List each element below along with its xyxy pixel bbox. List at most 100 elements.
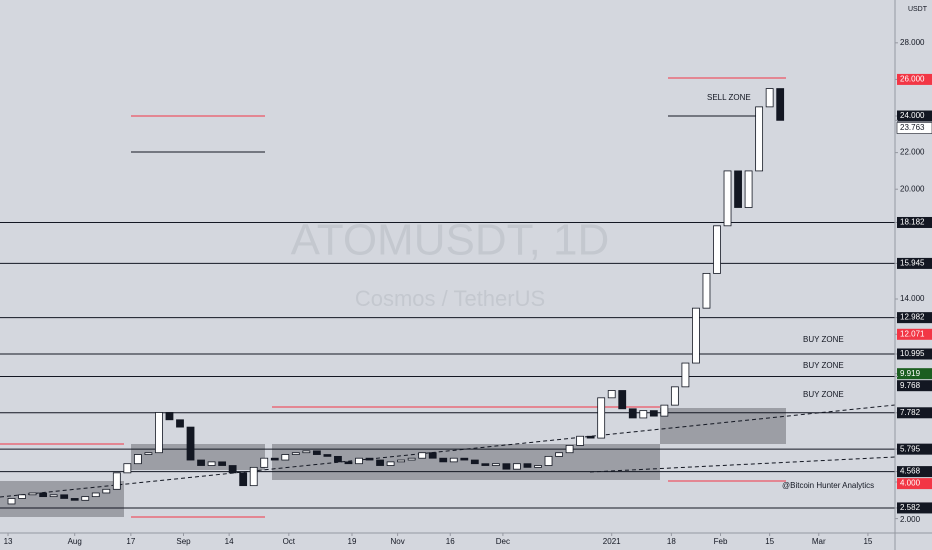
x-tick-label: 18 (667, 537, 676, 546)
candle (102, 488, 111, 494)
candle (144, 452, 153, 455)
candle (418, 452, 427, 459)
x-tick-label: 19 (348, 537, 357, 546)
candle (576, 435, 585, 446)
candle (534, 465, 542, 468)
candle (60, 494, 69, 499)
y-axis-panel (895, 0, 932, 550)
annotation: BUY ZONE (803, 361, 844, 370)
y-tick-label: 22.000 (900, 148, 925, 157)
y-tick-label: 28.000 (900, 38, 925, 47)
y-tick-label: 9.768 (900, 381, 921, 390)
x-tick-label: Dec (496, 537, 510, 546)
y-tick-badge (897, 407, 932, 419)
y-tick-label: 12.982 (900, 313, 925, 322)
candle (607, 390, 616, 399)
candle (18, 494, 26, 499)
candle (744, 170, 753, 208)
candle (302, 450, 311, 454)
y-tick-badge (897, 348, 932, 360)
annotation: @Bitcoin Hunter Analytics (782, 481, 874, 490)
candle (449, 457, 458, 463)
y-tick-label: 18.182 (900, 218, 925, 227)
y-tick-label: 4.568 (900, 467, 921, 476)
candle (681, 362, 690, 388)
y-tick-badge (897, 478, 932, 490)
candle (70, 498, 79, 501)
annotation: BUY ZONE (803, 390, 844, 399)
y-tick-label: 26.000 (900, 75, 925, 84)
y-tick-label: 23.763 (900, 123, 925, 132)
y-tick-badge (897, 380, 932, 392)
candle (586, 435, 595, 439)
candle (765, 88, 774, 108)
candle (470, 459, 479, 465)
x-tick-label: Sep (176, 537, 191, 546)
candle (397, 459, 406, 463)
candle (218, 461, 227, 466)
candle (365, 457, 374, 461)
y-axis-unit: USDT (908, 6, 928, 13)
y-tick-label: 2.000 (900, 515, 921, 524)
x-tick-label: Aug (68, 537, 82, 546)
candle (323, 454, 332, 457)
candle (133, 454, 142, 465)
annotation: BUY ZONE (803, 335, 844, 344)
y-tick-badge (897, 73, 932, 85)
candle (639, 410, 648, 419)
candle (628, 408, 637, 419)
y-tick-badge (897, 216, 932, 228)
candle (544, 455, 553, 466)
x-tick-label: 15 (765, 537, 774, 546)
candle (670, 386, 679, 406)
drawings (0, 77, 896, 518)
x-tick-label: 2021 (603, 537, 621, 546)
candle (197, 459, 205, 466)
candle (702, 272, 711, 309)
candle (407, 457, 416, 461)
y-tick-label: 7.782 (900, 408, 921, 417)
candle (692, 307, 700, 364)
y-tick-label: 2.582 (900, 503, 921, 512)
watermark-title: ATOMUSDT, 1D (291, 216, 610, 265)
candle (260, 457, 269, 468)
candle (7, 498, 16, 505)
x-tick-label: Feb (714, 537, 728, 546)
candle (513, 463, 521, 470)
y-tick-label: 9.919 (900, 369, 921, 378)
y-tick-badge (897, 328, 932, 340)
y-tick-badge (897, 466, 932, 478)
y-tick-label: 4.000 (900, 479, 921, 488)
y-tick-label: 10.995 (900, 349, 925, 358)
candle (386, 461, 395, 466)
trend-line (589, 456, 896, 473)
y-tick-label: 12.071 (900, 329, 925, 338)
x-tick-label: Mar (812, 537, 826, 546)
candle (597, 397, 606, 439)
candle (249, 466, 258, 487)
candle (481, 463, 490, 466)
candle (228, 465, 237, 474)
x-tick-label: 14 (225, 537, 234, 546)
zone-box (0, 481, 124, 517)
candle (291, 452, 300, 455)
x-tick-label: 13 (4, 537, 13, 546)
x-tick-label: Nov (390, 537, 404, 546)
candle (165, 412, 174, 421)
y-tick-badge (897, 110, 932, 122)
candle (618, 390, 627, 410)
candle (344, 461, 353, 465)
candle (186, 426, 195, 461)
y-tick-badge (897, 312, 932, 324)
x-tick-label: 16 (446, 537, 455, 546)
candle (39, 492, 48, 498)
candle (734, 170, 742, 208)
y-tick-label: 15.945 (900, 259, 925, 268)
candle (491, 463, 500, 466)
candle (334, 455, 342, 463)
candle (660, 404, 669, 417)
zone-box (131, 444, 265, 470)
y-tick-label: 24.000 (900, 111, 925, 120)
candle (281, 454, 290, 461)
